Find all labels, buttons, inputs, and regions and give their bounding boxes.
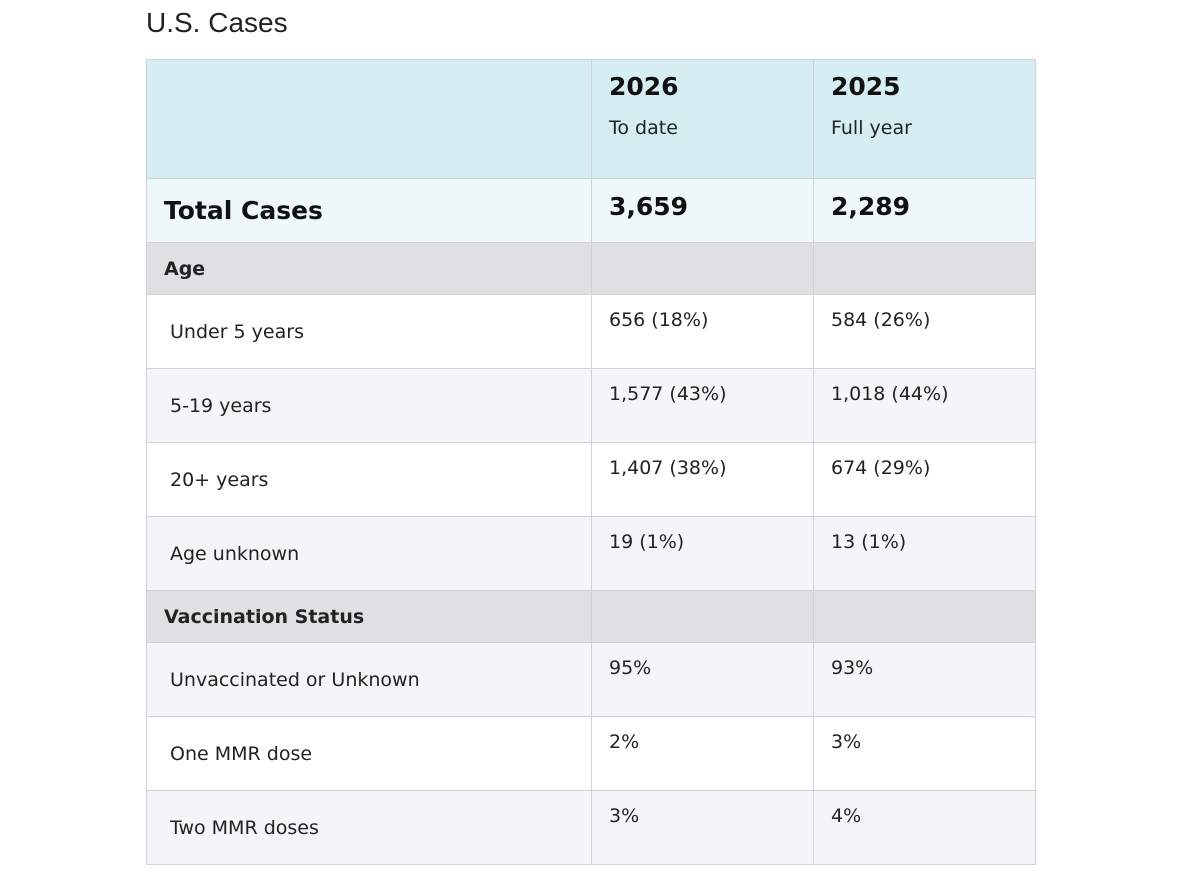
header-empty-cell bbox=[146, 59, 592, 179]
total-cases-label: Total Cases bbox=[164, 196, 323, 225]
header-year: 2026 bbox=[609, 72, 679, 101]
row-label: Under 5 years bbox=[146, 294, 592, 369]
header-year: 2025 bbox=[831, 72, 901, 101]
row-label: Two MMR doses bbox=[146, 790, 592, 865]
section-empty-cell bbox=[813, 590, 1036, 643]
section-row-vaccination-status: Vaccination Status bbox=[146, 590, 1036, 643]
total-2025-value: 2,289 bbox=[831, 192, 911, 221]
row-value-2025: 13 (1%) bbox=[813, 516, 1036, 591]
row-value-2025: 674 (29%) bbox=[813, 442, 1036, 517]
section-label-cell: Age bbox=[146, 242, 592, 295]
row-label: Age unknown bbox=[146, 516, 592, 591]
cases-table: 2026 To date 2025 Full year Total Cases … bbox=[146, 59, 1036, 865]
row-value-2026: 19 (1%) bbox=[591, 516, 814, 591]
section-label: Vaccination Status bbox=[164, 605, 365, 628]
row-value-2026: 3% bbox=[591, 790, 814, 865]
section-label: Age bbox=[164, 257, 206, 280]
table-row: 20+ years 1,407 (38%) 674 (29%) bbox=[146, 442, 1036, 517]
row-label: 5-19 years bbox=[146, 368, 592, 443]
total-2025-cell: 2,289 bbox=[813, 178, 1036, 243]
total-2026-value: 3,659 bbox=[609, 192, 689, 221]
header-period: To date bbox=[609, 117, 678, 139]
row-value-2025: 4% bbox=[813, 790, 1036, 865]
header-2026-cell: 2026 To date bbox=[591, 59, 814, 179]
section-row-age: Age bbox=[146, 242, 1036, 295]
row-value-2026: 656 (18%) bbox=[591, 294, 814, 369]
table-row: One MMR dose 2% 3% bbox=[146, 716, 1036, 791]
row-value-2026: 1,407 (38%) bbox=[591, 442, 814, 517]
table-row: Age unknown 19 (1%) 13 (1%) bbox=[146, 516, 1036, 591]
header-2025-cell: 2025 Full year bbox=[813, 59, 1036, 179]
row-value-2026: 95% bbox=[591, 642, 814, 717]
table-row: Under 5 years 656 (18%) 584 (26%) bbox=[146, 294, 1036, 369]
row-label: 20+ years bbox=[146, 442, 592, 517]
table-row: Two MMR doses 3% 4% bbox=[146, 790, 1036, 865]
row-value-2025: 1,018 (44%) bbox=[813, 368, 1036, 443]
total-2026-cell: 3,659 bbox=[591, 178, 814, 243]
section-empty-cell bbox=[591, 242, 814, 295]
row-label: Unvaccinated or Unknown bbox=[146, 642, 592, 717]
row-value-2025: 584 (26%) bbox=[813, 294, 1036, 369]
row-value-2025: 3% bbox=[813, 716, 1036, 791]
row-value-2026: 1,577 (43%) bbox=[591, 368, 814, 443]
page-title: U.S. Cases bbox=[146, 7, 288, 38]
total-label-cell: Total Cases bbox=[146, 178, 592, 243]
header-period: Full year bbox=[831, 117, 912, 139]
table-row: Unvaccinated or Unknown 95% 93% bbox=[146, 642, 1036, 717]
table-row: 5-19 years 1,577 (43%) 1,018 (44%) bbox=[146, 368, 1036, 443]
row-value-2025: 93% bbox=[813, 642, 1036, 717]
row-label: One MMR dose bbox=[146, 716, 592, 791]
total-cases-row: Total Cases 3,659 2,289 bbox=[146, 178, 1036, 243]
section-label-cell: Vaccination Status bbox=[146, 590, 592, 643]
row-value-2026: 2% bbox=[591, 716, 814, 791]
section-empty-cell bbox=[813, 242, 1036, 295]
section-empty-cell bbox=[591, 590, 814, 643]
table-header-row: 2026 To date 2025 Full year bbox=[146, 59, 1036, 179]
